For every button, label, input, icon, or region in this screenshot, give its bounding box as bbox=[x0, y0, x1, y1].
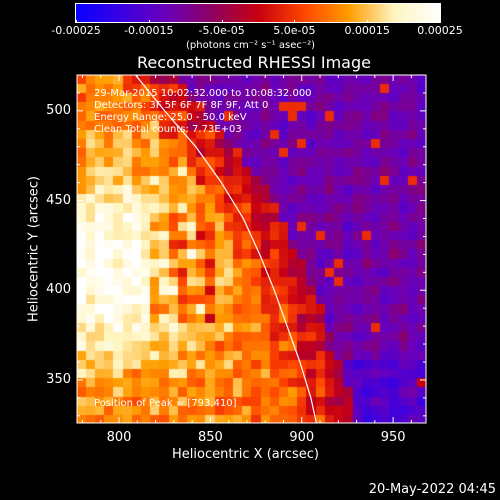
peak-position-label: Position of Peak = [793,410] bbox=[94, 398, 237, 409]
colorbar-tick-label: -0.00025 bbox=[51, 24, 101, 37]
heatmap-image bbox=[77, 75, 426, 423]
tick-marks bbox=[77, 74, 426, 423]
colorbar-tick-label: 0.00025 bbox=[417, 24, 463, 37]
plot-frame bbox=[76, 74, 427, 424]
observation-info: 29-Mar-2015 10:02:32.000 to 10:08:32.000… bbox=[94, 88, 312, 136]
x-tick-label: 900 bbox=[289, 430, 315, 445]
y-tick-label: 500 bbox=[46, 102, 71, 118]
info-line-clean: Clean Total counts: 7.73E+03 bbox=[94, 124, 242, 135]
colorbar-tick-mark bbox=[148, 20, 150, 23]
y-tick-label: 450 bbox=[46, 192, 71, 208]
solar-limb-curve bbox=[135, 74, 317, 424]
colorbar-tick-label: 0.00015 bbox=[344, 24, 390, 37]
x-tick-label: 850 bbox=[197, 430, 223, 445]
colorbar bbox=[75, 3, 441, 23]
colorbar-tick-mark bbox=[440, 20, 441, 23]
colorbar-tick-mark bbox=[76, 20, 77, 23]
colorbar-tick-label: -0.00015 bbox=[124, 24, 174, 37]
y-axis-label: Heliocentric Y (arcsec) bbox=[26, 176, 42, 322]
colorbar-tick-label: 5.0e-05 bbox=[273, 24, 316, 37]
chart-title: Reconstructed RHESSI Image bbox=[137, 53, 371, 72]
colorbar-tick-mark bbox=[367, 20, 369, 23]
info-line-detectors: Detectors: 3F 5F 6F 7F 8F 9F, Att 0 bbox=[94, 100, 269, 111]
x-tick-label: 950 bbox=[380, 430, 406, 445]
colorbar-tick-mark bbox=[221, 20, 223, 23]
x-axis-label: Heliocentric X (arcsec) bbox=[172, 447, 319, 462]
colorbar-units: (photons cm⁻² s⁻¹ asec⁻²) bbox=[186, 40, 316, 51]
colorbar-tick-mark bbox=[294, 20, 296, 23]
info-line-time: 29-Mar-2015 10:02:32.000 to 10:08:32.000 bbox=[94, 88, 312, 99]
y-tick-label: 400 bbox=[46, 282, 71, 298]
colorbar-tick-label: -5.0e-05 bbox=[198, 24, 245, 37]
info-line-energy: Energy Range: 25.0 - 50.0 keV bbox=[94, 112, 247, 123]
footer-date: 20-May-2022 04:45 bbox=[368, 482, 496, 497]
x-tick-label: 800 bbox=[106, 430, 132, 445]
y-tick-label: 350 bbox=[46, 371, 71, 387]
